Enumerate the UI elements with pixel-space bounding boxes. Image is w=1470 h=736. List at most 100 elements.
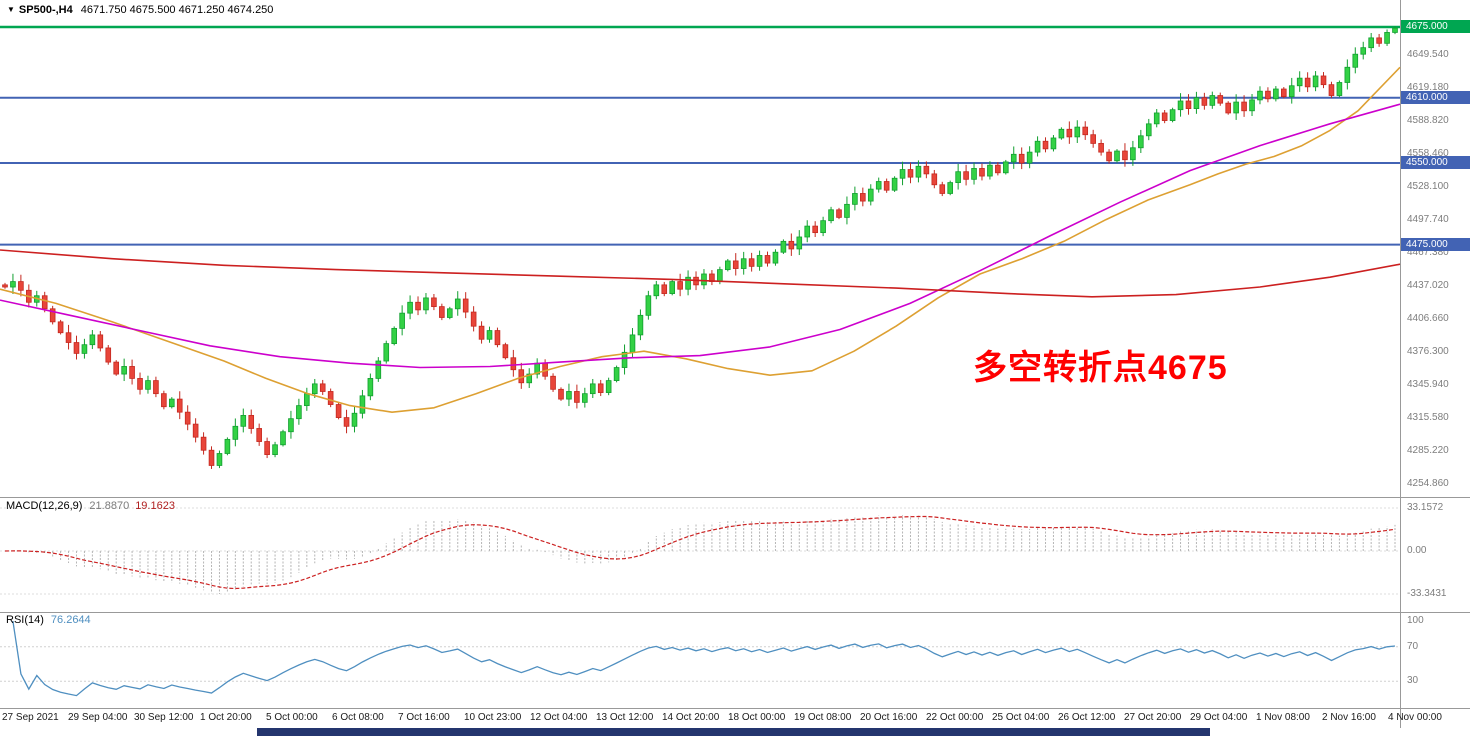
price-tag-green: 4675.000 <box>1401 20 1470 33</box>
candle-body <box>407 301 413 314</box>
candle-body <box>439 306 445 318</box>
time-axis-label[interactable]: 14 Oct 20:00 <box>662 712 720 723</box>
dropdown-triangle-icon[interactable]: ▼ <box>7 5 15 14</box>
candle-body <box>486 330 493 340</box>
candle-body <box>526 373 533 384</box>
candle-body <box>669 281 675 294</box>
candle-body <box>57 321 64 334</box>
candle-body <box>65 332 72 343</box>
candle-body <box>153 380 159 395</box>
candle-body <box>89 334 96 346</box>
candle-body <box>717 269 723 282</box>
candle-body <box>1185 100 1192 110</box>
candle-body <box>788 240 795 250</box>
time-axis-label[interactable]: 1 Oct 20:00 <box>200 712 252 723</box>
candle-body <box>431 297 437 308</box>
candle-body <box>574 391 580 403</box>
candle-body <box>176 398 183 413</box>
candle-body <box>1225 102 1232 114</box>
candle-body <box>828 209 834 222</box>
time-axis-label[interactable]: 10 Oct 23:00 <box>464 712 522 723</box>
time-axis-label[interactable]: 22 Oct 00:00 <box>926 712 984 723</box>
candle-body <box>637 314 644 336</box>
candle-body <box>1209 95 1216 106</box>
candle-body <box>1257 90 1263 101</box>
candle-body <box>1145 123 1152 137</box>
time-axis-label[interactable]: 7 Oct 16:00 <box>398 712 450 723</box>
time-axis-label[interactable]: 27 Oct 20:00 <box>1124 712 1182 723</box>
candle-body <box>168 398 175 408</box>
time-axis-label[interactable]: 4 Nov 00:00 <box>1388 712 1442 723</box>
time-axis-label[interactable]: 5 Oct 00:00 <box>266 712 318 723</box>
candle-body <box>1042 140 1049 150</box>
candle-body <box>732 260 739 269</box>
candle-body <box>1352 53 1359 68</box>
time-axis-label[interactable]: 29 Sep 04:00 <box>68 712 128 723</box>
candle-body <box>161 393 167 408</box>
time-axis-label[interactable]: 29 Oct 04:00 <box>1190 712 1248 723</box>
candle-body <box>1336 82 1343 96</box>
candle-body <box>852 193 858 205</box>
time-axis-label[interactable]: 12 Oct 04:00 <box>530 712 588 723</box>
candle-body <box>589 383 596 395</box>
candle-body <box>1034 140 1041 153</box>
candle-body <box>1273 88 1279 100</box>
candle-body <box>1003 161 1009 174</box>
candle-body <box>1344 66 1351 83</box>
candle-body <box>121 366 127 375</box>
candle-body <box>860 193 866 202</box>
macd-main-value: 21.8870 <box>89 500 130 512</box>
candle-body <box>923 165 930 175</box>
time-axis-label[interactable]: 6 Oct 08:00 <box>332 712 384 723</box>
taskbar-sliver[interactable] <box>257 728 1210 736</box>
candle-body <box>192 423 199 438</box>
candle-body <box>804 225 811 238</box>
candle-body <box>677 281 683 290</box>
candle-body <box>383 343 390 362</box>
candle-body <box>327 391 334 405</box>
candle-body <box>1217 95 1224 104</box>
price-tick-label: 4649.540 <box>1407 48 1449 60</box>
candle-body <box>319 383 326 392</box>
candle-body <box>725 260 731 271</box>
candle-body <box>756 255 763 267</box>
candle-body <box>288 418 294 433</box>
macd-indicator-label: MACD(12,26,9) 21.8870 19.1623 <box>6 500 175 512</box>
candle-body <box>248 415 255 429</box>
candle-body <box>661 284 668 294</box>
candle-body <box>502 344 509 359</box>
price-tick-label: 4497.740 <box>1407 213 1449 225</box>
candle-body <box>899 169 906 179</box>
candle-body <box>10 281 16 288</box>
candle-body <box>73 342 80 354</box>
candle-body <box>1312 75 1319 88</box>
time-axis-label[interactable]: 27 Sep 2021 <box>2 712 59 723</box>
time-axis-label[interactable]: 25 Oct 04:00 <box>992 712 1050 723</box>
rsi-scale-label: 100 <box>1407 615 1424 626</box>
candle-body <box>1138 135 1144 149</box>
price-tick-label: 4406.660 <box>1407 312 1449 324</box>
time-axis-label[interactable]: 1 Nov 08:00 <box>1256 712 1310 723</box>
candle-body <box>272 444 278 455</box>
macd-signal-line <box>4 515 1396 590</box>
time-axis-label[interactable]: 26 Oct 12:00 <box>1058 712 1116 723</box>
time-axis-label[interactable]: 19 Oct 08:00 <box>794 712 852 723</box>
time-axis-label[interactable]: 30 Sep 12:00 <box>134 712 194 723</box>
time-axis-label[interactable]: 2 Nov 16:00 <box>1322 712 1376 723</box>
macd-name: MACD(12,26,9) <box>6 500 83 512</box>
candle-body <box>367 378 374 397</box>
time-axis-label[interactable]: 13 Oct 12:00 <box>596 712 654 723</box>
time-axis-label[interactable]: 18 Oct 00:00 <box>728 712 786 723</box>
candle-body <box>1122 150 1128 161</box>
candle-body <box>844 203 850 218</box>
candle-body <box>224 438 231 454</box>
candle-body <box>1050 137 1057 150</box>
time-axis-label[interactable]: 20 Oct 16:00 <box>860 712 918 723</box>
candle-body <box>1241 101 1247 112</box>
rsi-value: 76.2644 <box>50 614 91 626</box>
candle-body <box>145 380 151 390</box>
candle-body <box>240 415 247 427</box>
candle-body <box>597 383 604 393</box>
rsi-scale-label: 30 <box>1407 675 1419 687</box>
